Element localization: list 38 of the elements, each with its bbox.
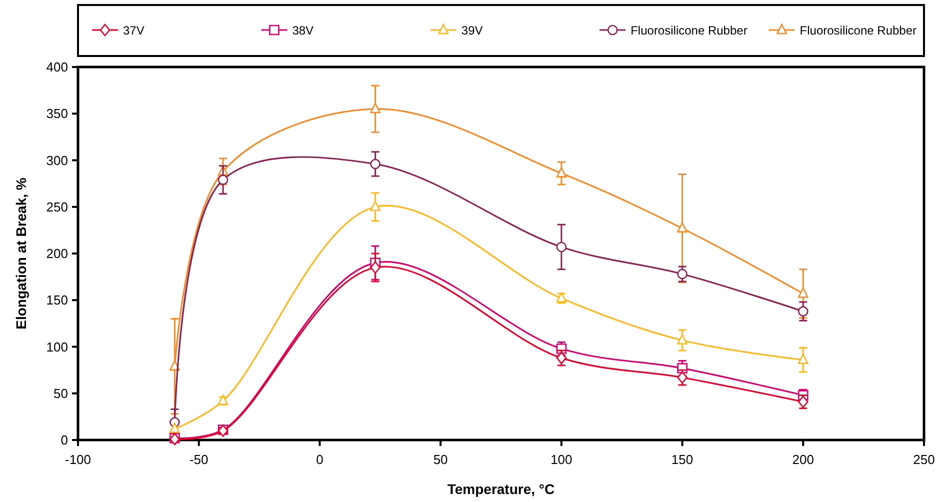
y-tick-label: 200 <box>46 246 68 261</box>
point <box>556 167 567 178</box>
x-tick-label: 0 <box>316 452 324 467</box>
legend-label: 37V <box>123 24 144 38</box>
legend-label: Fluorosilicone Rubber <box>800 24 917 38</box>
y-tick-label: 400 <box>46 60 68 74</box>
y-tick-label: 100 <box>46 339 68 354</box>
point <box>677 222 688 232</box>
legend-label: 38V <box>292 24 314 38</box>
y-tick-label: 50 <box>54 386 68 401</box>
y-tick-label: 150 <box>46 292 68 308</box>
point <box>370 158 380 170</box>
point <box>556 242 567 252</box>
y-tick-label: 300 <box>46 152 68 168</box>
point <box>370 102 380 114</box>
legend-label: Fluorosilicone Rubber <box>630 24 748 38</box>
x-tick-label: 100 <box>550 452 572 467</box>
point <box>798 306 808 316</box>
point <box>370 200 380 212</box>
x-tick-label: 200 <box>792 452 814 467</box>
point <box>677 334 688 344</box>
y-axis-title: Elongation at Break, % <box>13 177 29 330</box>
y-tick-label: 0 <box>60 432 68 448</box>
y-tick-label: 350 <box>46 106 68 122</box>
point <box>798 287 808 298</box>
x-tick-label: 50 <box>433 452 448 467</box>
x-axis-title: Temperature, °C <box>447 481 555 497</box>
point <box>798 354 808 364</box>
x-tick-label: -50 <box>189 452 208 467</box>
y-tick-label: 250 <box>46 199 68 214</box>
x-tick-label: 250 <box>913 452 935 467</box>
point <box>218 174 228 185</box>
legend-label: 39V <box>461 24 483 38</box>
point <box>370 261 380 274</box>
x-tick-label: 150 <box>671 452 694 467</box>
x-tick-label: -100 <box>64 452 92 467</box>
point <box>677 268 688 280</box>
point <box>170 422 180 433</box>
